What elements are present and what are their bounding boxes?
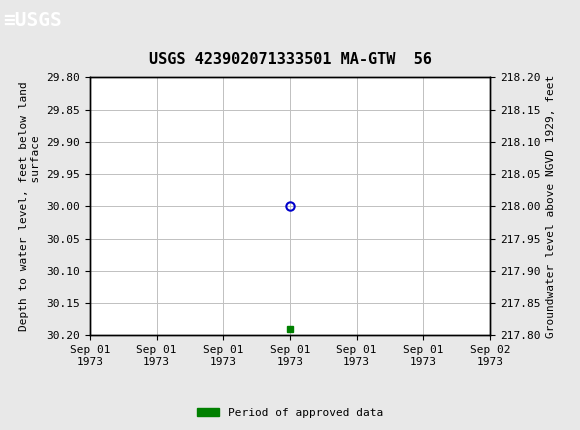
Legend: Period of approved data: Period of approved data bbox=[193, 403, 387, 422]
Text: USGS 423902071333501 MA-GTW  56: USGS 423902071333501 MA-GTW 56 bbox=[148, 52, 432, 67]
Y-axis label: Groundwater level above NGVD 1929, feet: Groundwater level above NGVD 1929, feet bbox=[546, 75, 556, 338]
Text: ≡USGS: ≡USGS bbox=[3, 11, 61, 30]
Y-axis label: Depth to water level, feet below land
              surface: Depth to water level, feet below land su… bbox=[19, 82, 41, 331]
